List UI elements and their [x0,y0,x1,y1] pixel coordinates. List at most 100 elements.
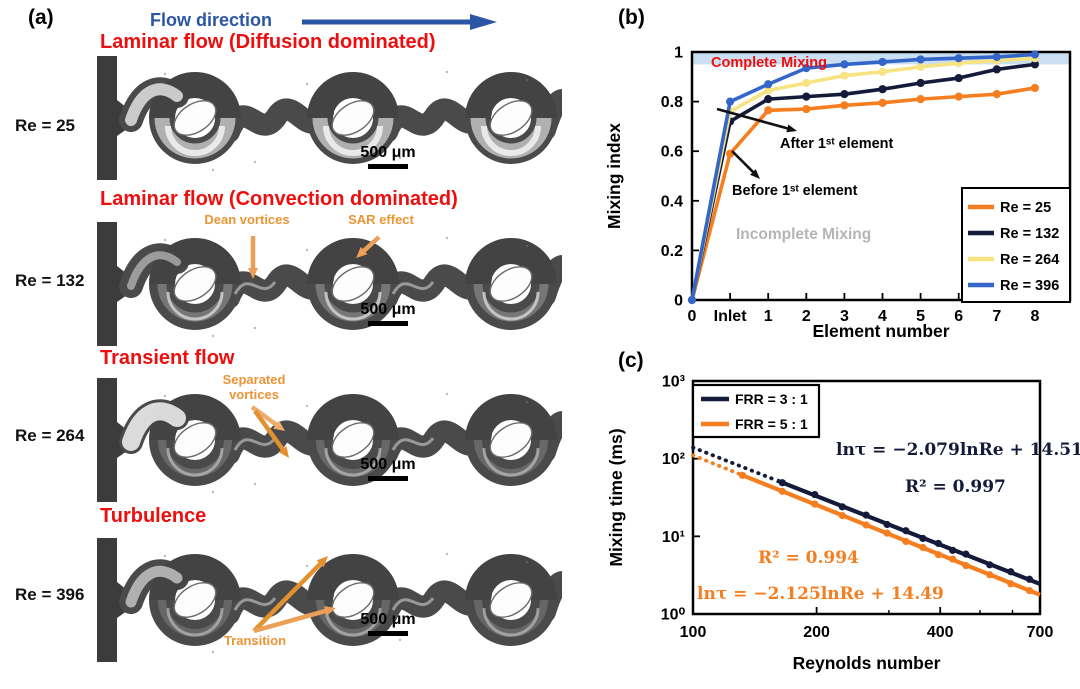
scale-bar: 500 μm [353,301,423,326]
y-tick-label: 1 [674,45,683,62]
speckle [305,564,309,568]
swirl-streak [391,281,435,295]
before-first-element-arrow [731,150,756,175]
panel-c-label: (c) [618,349,644,372]
series-marker [687,295,697,305]
loop-hole [173,582,217,618]
data-point [811,490,819,499]
entry-highlight [125,565,183,608]
flow-direction-arrow-icon [302,14,497,30]
speckle [163,554,167,558]
channel-loop-top-shade [465,72,557,119]
y-tick-label: 0.2 [661,243,683,260]
series-marker [764,86,773,95]
annotation-dean-vortices: Dean vortices [204,212,290,227]
series-marker [878,67,887,76]
data-point [1025,587,1034,595]
x-tick-label: 5 [916,308,925,325]
fit-equation-frr3: lnτ = −2.079lnRe + 14.51 [836,440,1080,460]
scale-bar-label: 500 μm [360,301,416,318]
loop-streak [481,125,541,156]
x-tick-label: Inlet [714,308,748,325]
regime-title-diffusion: Laminar flow (Diffusion dominated) [100,31,436,53]
data-point [986,571,994,579]
x-tick-label: 3 [840,308,849,325]
speckle [163,394,167,398]
channel-link [534,571,562,623]
x-tick-label: 6 [954,308,963,325]
loop-hole [489,100,533,136]
re-label-132: Re = 132 [15,271,85,290]
axes-box [691,379,1042,616]
channel-loop-top-shade [465,394,557,441]
speckle [211,490,215,494]
loop-highlight [315,283,391,322]
micrograph-re-264 [97,378,562,502]
channel-loop-top-shade [149,238,241,285]
series-marker [840,71,849,80]
speckle [525,78,529,82]
speckle [253,642,257,646]
speckle [163,238,167,242]
data-point [962,550,970,558]
speckle [211,334,215,338]
legend-box [691,383,821,439]
series-marker [878,57,887,67]
x-tick-label: 0 [688,308,697,325]
loop-hole [489,422,533,458]
data-point [934,539,943,548]
legend-label: FRR = 5 : 1 [735,416,808,432]
channel-link [218,264,334,309]
series-marker [726,97,735,106]
series-marker [916,55,925,64]
scale-bar: 500 μm [353,456,423,481]
panel-c-mixing-time-chart: (c) 100 200 400 700 10⁰ 10¹ 10² 10³ Reynolds num… [600,345,1080,689]
data-point [962,561,970,570]
speckle [305,82,309,86]
scale-bar-line [368,631,408,636]
inlet-channel [97,56,117,180]
loop-streak [166,447,224,477]
loop-hole [173,266,217,302]
channel-loop-top-shade [307,238,399,285]
loop-hole [331,266,375,302]
x-tick-label: 7 [992,308,1001,325]
data-point [883,529,891,537]
flow-direction-label: Flow direction [150,10,273,30]
x-tick-label: 4 [878,308,887,325]
fit-line-dotted [691,453,742,477]
data-point [778,479,786,487]
legend-label: Re = 264 [1000,252,1059,268]
y-tick-label: 10⁰ [661,607,686,624]
re-label-25: Re = 25 [15,116,76,135]
micrograph-re-132 [97,222,562,346]
loop-highlight [157,283,233,322]
loop-streak [165,125,225,156]
speckle [445,552,449,556]
speckle [163,72,167,76]
series-marker [916,95,925,104]
loop-hole [173,100,217,136]
speckle [253,160,257,164]
scale-bar: 500 μm [353,611,423,636]
loop-highlight [473,283,549,322]
inlet-channel [97,538,117,662]
loop-hole [173,422,217,458]
loop-hole [331,422,375,458]
legend-label: Re = 25 [1000,200,1051,216]
series-marker [1030,50,1039,59]
x-tick-label: 400 [927,624,954,641]
speckle [305,248,309,252]
data-point [902,537,910,546]
entry-highlight [127,251,181,290]
x-tick-label: 700 [1027,624,1054,641]
scale-bar-line [368,476,408,481]
y-tick-label: 0.6 [661,144,683,161]
scale-bar-label: 500 μm [360,611,416,628]
series-line [690,62,1036,301]
x-tick-label: 8 [1030,308,1039,325]
series-line [690,86,1036,301]
series-marker [954,73,963,83]
loop-streak [166,291,224,321]
legend-label: Re = 396 [1000,278,1059,294]
